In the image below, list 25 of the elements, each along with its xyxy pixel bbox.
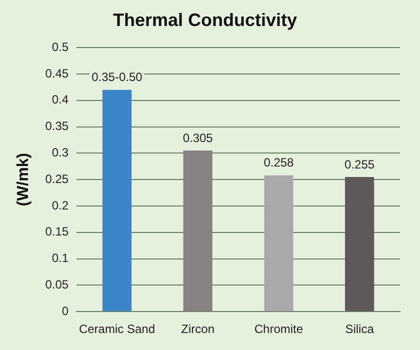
y-tick-label: 0.4 — [52, 92, 69, 107]
bar — [345, 176, 374, 312]
data-label: 0.305 — [182, 130, 214, 145]
x-tick-label: Ceramic Sand — [78, 322, 155, 336]
data-label: 0.255 — [344, 157, 375, 172]
y-tick-label: 0.5 — [52, 40, 69, 54]
bar — [102, 90, 132, 312]
data-label: 0.35-0.50 — [92, 70, 143, 84]
y-tick-label: 0.3 — [52, 146, 69, 160]
y-tick-label: 0.45 — [45, 66, 69, 80]
y-tick-label: 0.1 — [52, 251, 69, 266]
x-tick-label: Silica — [345, 322, 374, 336]
x-tick-label: Chromite — [254, 322, 304, 336]
y-tick-label: 0 — [62, 304, 69, 318]
bar — [183, 150, 212, 312]
bar — [264, 175, 294, 312]
data-label: 0.258 — [264, 156, 294, 170]
chart-title: Thermal Conductivity — [112, 10, 298, 30]
y-axis-title: (W/mk) — [15, 152, 32, 206]
x-tick-label: Zircon — [181, 322, 215, 336]
y-tick-label: 0.15 — [45, 224, 69, 239]
y-tick-label: 0.05 — [45, 278, 69, 292]
y-tick-label: 0.35 — [45, 119, 69, 134]
y-tick-label: 0.2 — [52, 198, 69, 212]
y-tick-label: 0.25 — [45, 172, 69, 186]
